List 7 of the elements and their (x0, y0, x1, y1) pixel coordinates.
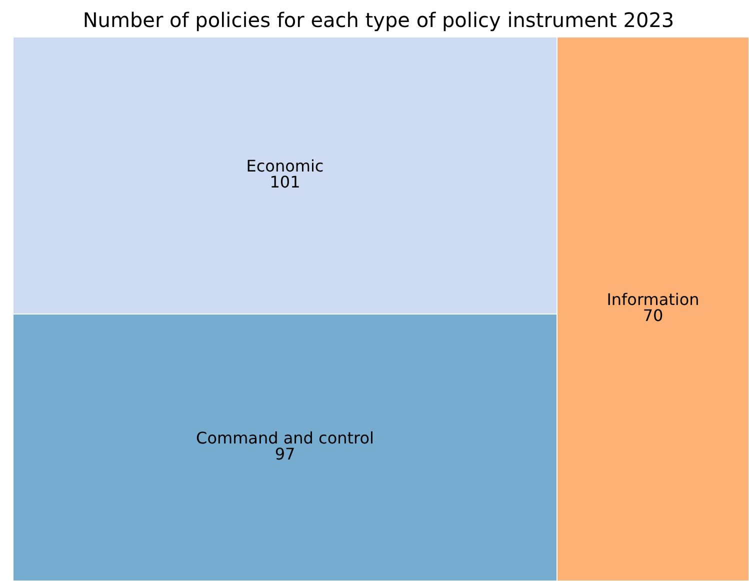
category-label: Command and control (196, 428, 374, 448)
text: Number of policies for each type of policy instrument 2023 (82, 8, 676, 34)
category-label: Information (606, 290, 700, 309)
data-label: 101 (270, 172, 300, 192)
category-label: Economic (246, 156, 324, 176)
data-label: 70 (642, 306, 664, 325)
data-label: 97 (274, 444, 296, 464)
